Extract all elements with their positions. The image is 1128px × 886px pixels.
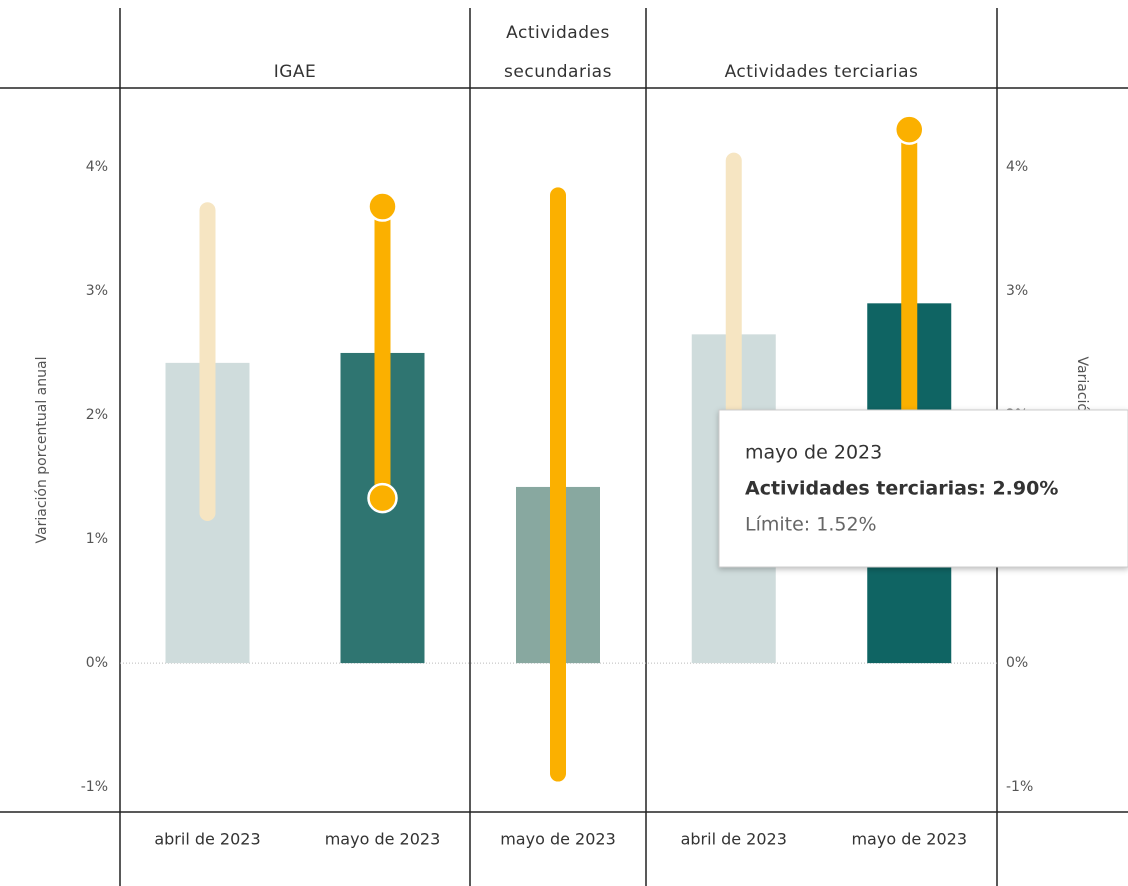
tooltip-line: Actividades terciarias: 2.90% bbox=[745, 478, 1058, 500]
x-tick-label: abril de 2023 bbox=[681, 830, 787, 849]
x-tick-label: mayo de 2023 bbox=[500, 830, 616, 849]
panel-header: Actividades bbox=[506, 23, 610, 43]
tooltip-line: Límite: 1.52% bbox=[745, 514, 877, 536]
y-tick-label: -1% bbox=[81, 779, 108, 795]
y-tick-label: 3% bbox=[86, 283, 108, 299]
y-tick-label: 0% bbox=[86, 655, 108, 671]
y-tick-label: 1% bbox=[86, 531, 108, 547]
tooltip: mayo de 2023 Actividades terciarias: 2.90… bbox=[718, 409, 1128, 568]
x-tick-label: mayo de 2023 bbox=[851, 830, 967, 849]
y-axis-label: Variación porcentual anual bbox=[34, 357, 50, 544]
range-dot bbox=[367, 482, 398, 514]
y-tick-label: 4% bbox=[86, 159, 108, 175]
y2-tick-label: 3% bbox=[1006, 283, 1028, 299]
y2-tick-label: 0% bbox=[1006, 655, 1028, 671]
panel-header: Actividades terciarias bbox=[725, 62, 919, 82]
range-dot bbox=[367, 191, 398, 222]
x-tick-label: mayo de 2023 bbox=[325, 830, 441, 849]
x-tick-label: abril de 2023 bbox=[154, 830, 260, 849]
y2-tick-label: -1% bbox=[1006, 779, 1033, 795]
panel-header: IGAE bbox=[274, 62, 317, 82]
panel-header: secundarias bbox=[504, 62, 612, 82]
tooltip-box bbox=[718, 409, 1128, 568]
tooltip-line: mayo de 2023 bbox=[745, 442, 882, 464]
y-tick-label: 2% bbox=[86, 407, 108, 423]
range-dot bbox=[894, 114, 925, 145]
y2-tick-label: 4% bbox=[1006, 159, 1028, 175]
